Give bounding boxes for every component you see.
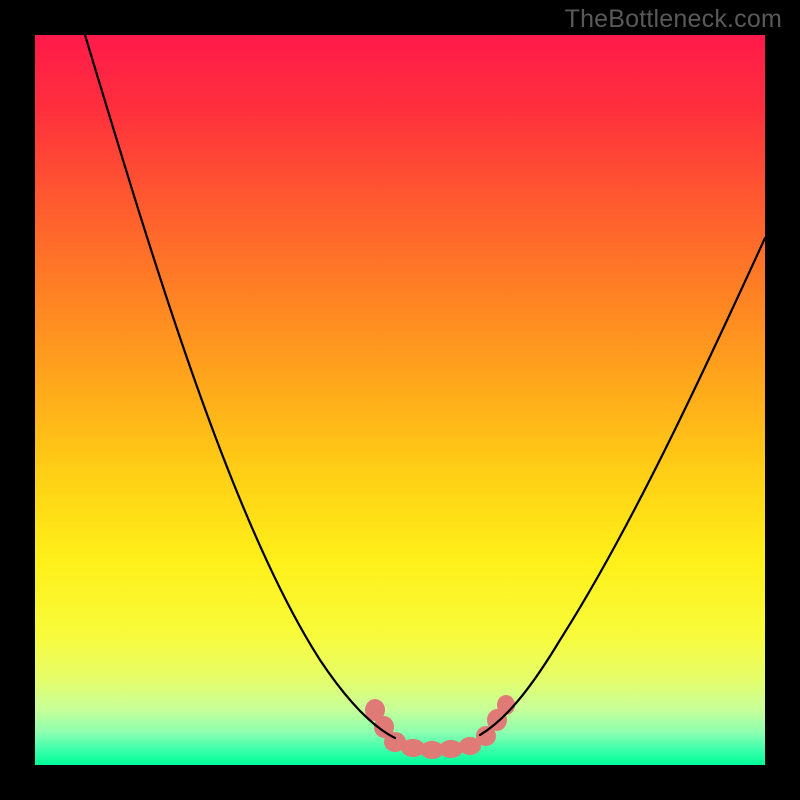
chart-container: TheBottleneck.com — [0, 0, 800, 800]
valley-marker — [497, 695, 515, 715]
plot-area — [35, 35, 765, 765]
valley-marker — [439, 740, 463, 758]
bottleneck-chart — [0, 0, 800, 800]
watermark-text: TheBottleneck.com — [565, 5, 782, 34]
